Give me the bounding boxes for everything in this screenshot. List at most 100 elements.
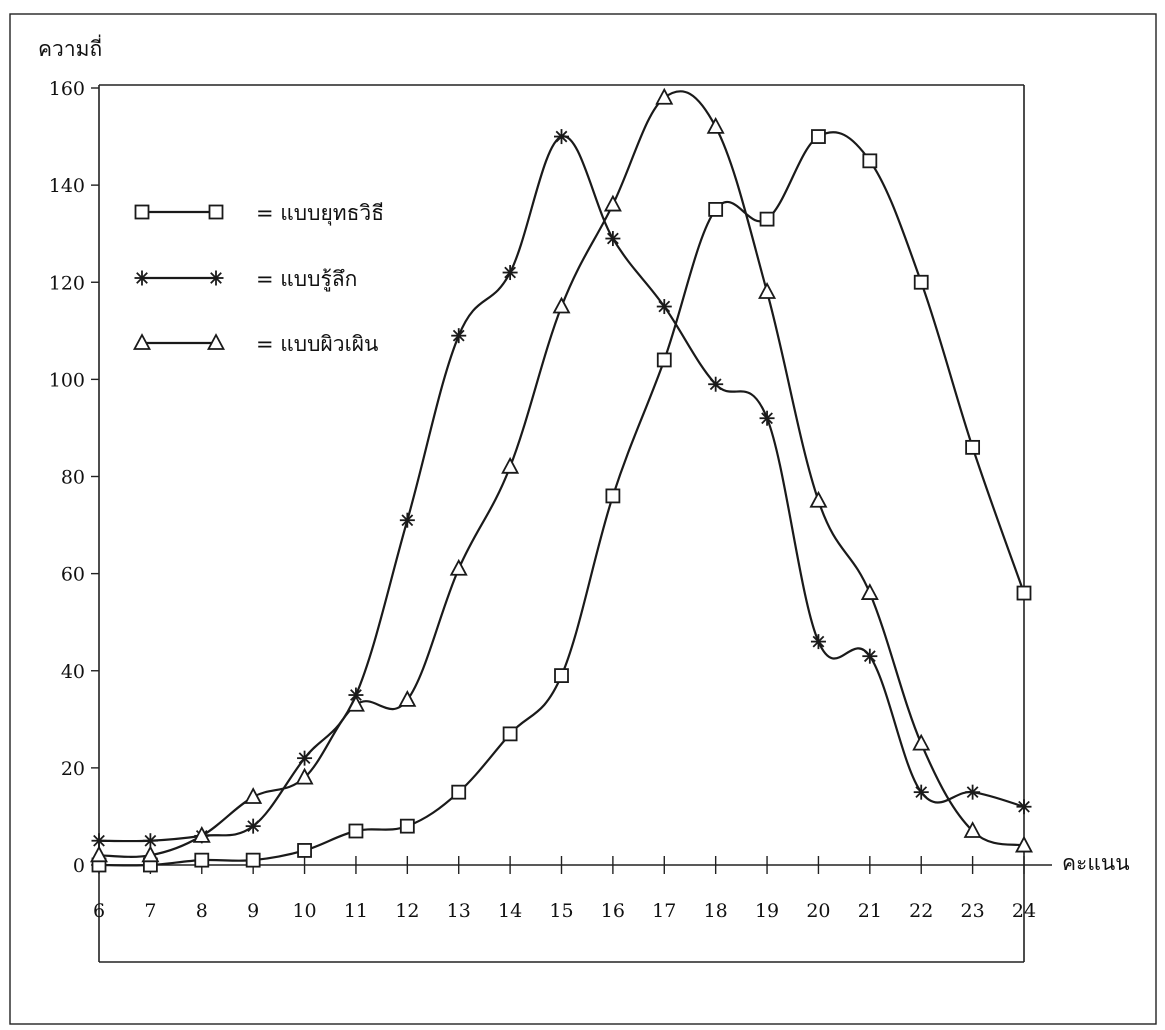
- x-tick-label: 17: [652, 900, 676, 922]
- y-tick-label: 120: [49, 272, 85, 294]
- data-point-square: [297, 843, 312, 858]
- data-point-asterisk: [759, 410, 775, 426]
- x-tick-label: 7: [144, 900, 156, 922]
- x-axis-label: คะแนน: [1062, 851, 1130, 875]
- data-point-triangle: [346, 694, 365, 712]
- data-point-square: [656, 352, 672, 368]
- data-point-triangle: [963, 821, 982, 838]
- x-tick-label: 18: [704, 900, 728, 922]
- legend-marker-asterisk: [208, 270, 224, 286]
- plot-frame: [98, 84, 1052, 963]
- data-point-square: [399, 818, 415, 834]
- data-point-square: [245, 852, 261, 868]
- series-group: [89, 87, 1034, 873]
- data-point-square: [451, 784, 467, 800]
- series-line: [98, 131, 1026, 867]
- series-square: [91, 129, 1032, 873]
- x-tick-label: 23: [961, 900, 985, 922]
- data-point-square: [554, 668, 569, 684]
- data-point-asterisk: [965, 784, 981, 800]
- data-point-square: [348, 823, 364, 839]
- data-point-asterisk: [605, 231, 621, 247]
- x-tick-label: 22: [909, 900, 933, 922]
- x-tick-label: 15: [549, 900, 573, 922]
- series-asterisk: [91, 129, 1032, 849]
- y-tick-label: 80: [61, 467, 85, 489]
- data-point-triangle: [244, 787, 263, 804]
- series-line: [98, 135, 1025, 843]
- data-point-triangle: [809, 490, 828, 508]
- x-tick-label: 21: [858, 900, 882, 922]
- data-point-asterisk: [502, 265, 518, 281]
- data-point-triangle: [141, 845, 160, 863]
- y-axis-ticks: 0 20 40 60 80 100 120 140 160: [49, 78, 99, 877]
- data-point-triangle: [860, 583, 879, 600]
- x-tick-label: 13: [447, 900, 471, 922]
- legend-item: = แบบรู้ลึก: [134, 267, 357, 292]
- data-point-triangle: [758, 282, 777, 299]
- data-point-triangle: [295, 767, 314, 785]
- data-point-asterisk: [1016, 799, 1032, 815]
- legend-label: = แบบผิวเผิน: [256, 332, 378, 356]
- y-tick-label: 100: [49, 369, 85, 391]
- data-point-square: [811, 129, 826, 144]
- data-point-triangle: [706, 116, 725, 134]
- x-tick-label: 12: [395, 900, 419, 922]
- data-point-square: [862, 153, 878, 169]
- data-point-triangle: [501, 456, 520, 474]
- legend-marker-triangle: [206, 333, 226, 350]
- data-point-triangle: [655, 87, 674, 105]
- data-point-asterisk: [297, 750, 313, 766]
- data-point-triangle: [192, 825, 211, 843]
- data-point-triangle: [1014, 835, 1034, 853]
- data-point-square: [194, 852, 210, 868]
- x-tick-label: 16: [601, 900, 625, 922]
- x-tick-label: 20: [806, 900, 830, 922]
- x-tick-label: 6: [93, 900, 105, 922]
- y-tick-label: 40: [61, 661, 85, 683]
- legend-marker-asterisk: [134, 270, 150, 286]
- data-point-square: [759, 211, 775, 227]
- y-tick-label: 20: [61, 758, 85, 780]
- x-tick-label: 10: [292, 900, 316, 922]
- y-tick-label: 140: [49, 175, 85, 197]
- data-point-square: [502, 726, 518, 742]
- data-point-square: [605, 488, 621, 504]
- data-point-square: [965, 439, 981, 455]
- series-line: [98, 90, 1025, 858]
- data-point-asterisk: [656, 299, 672, 315]
- data-point-asterisk: [554, 129, 569, 145]
- y-tick-label: 60: [61, 564, 85, 586]
- data-point-triangle: [449, 558, 468, 576]
- data-point-asterisk: [810, 634, 826, 650]
- x-tick-label: 8: [196, 900, 208, 922]
- data-point-asterisk: [142, 833, 158, 849]
- legend-label: = แบบยุทธวิธี: [256, 201, 384, 226]
- series-triangle: [89, 87, 1034, 863]
- y-tick-label: 160: [49, 78, 85, 100]
- data-point-square: [1016, 585, 1032, 601]
- x-tick-label: 9: [247, 900, 259, 922]
- data-point-square: [708, 202, 724, 217]
- legend-label: = แบบรู้ลึก: [256, 267, 357, 292]
- data-point-triangle: [398, 689, 417, 707]
- data-point-triangle: [912, 733, 931, 751]
- data-point-asterisk: [451, 328, 467, 344]
- data-point-triangle: [603, 194, 622, 212]
- legend-marker-triangle: [132, 333, 152, 350]
- x-axis-ticks: 6 7 8 9 10 11 12 13 14 15 16 17 18 19 20 21 22 23 24: [93, 856, 1036, 922]
- x-tick-label: 24: [1012, 900, 1036, 922]
- legend-marker-square: [208, 204, 224, 220]
- y-axis-label: ความถี่: [38, 34, 102, 61]
- outer-frame: [9, 13, 1157, 1025]
- x-tick-label: 14: [498, 900, 522, 922]
- legend-marker-square: [134, 204, 150, 220]
- data-point-asterisk: [708, 376, 724, 392]
- data-point-asterisk: [913, 784, 929, 800]
- y-tick-label: 0: [73, 855, 85, 877]
- data-point-asterisk: [245, 818, 261, 834]
- legend: = แบบยุทธวิธี = แบบรู้ลึก = แบบผิวเผิน: [132, 201, 384, 356]
- data-point-triangle: [552, 296, 571, 314]
